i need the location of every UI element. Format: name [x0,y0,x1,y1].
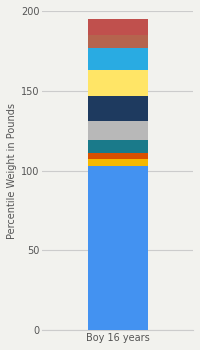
Bar [88,160,148,166]
Y-axis label: Percentile Weight in Pounds: Percentile Weight in Pounds [7,103,17,239]
Bar [88,166,148,330]
Bar [88,35,148,48]
Bar [88,19,148,35]
Bar [88,48,148,70]
Bar [88,140,148,153]
Bar [88,121,148,140]
Bar [88,96,148,121]
Bar [88,153,148,160]
Bar [88,70,148,96]
